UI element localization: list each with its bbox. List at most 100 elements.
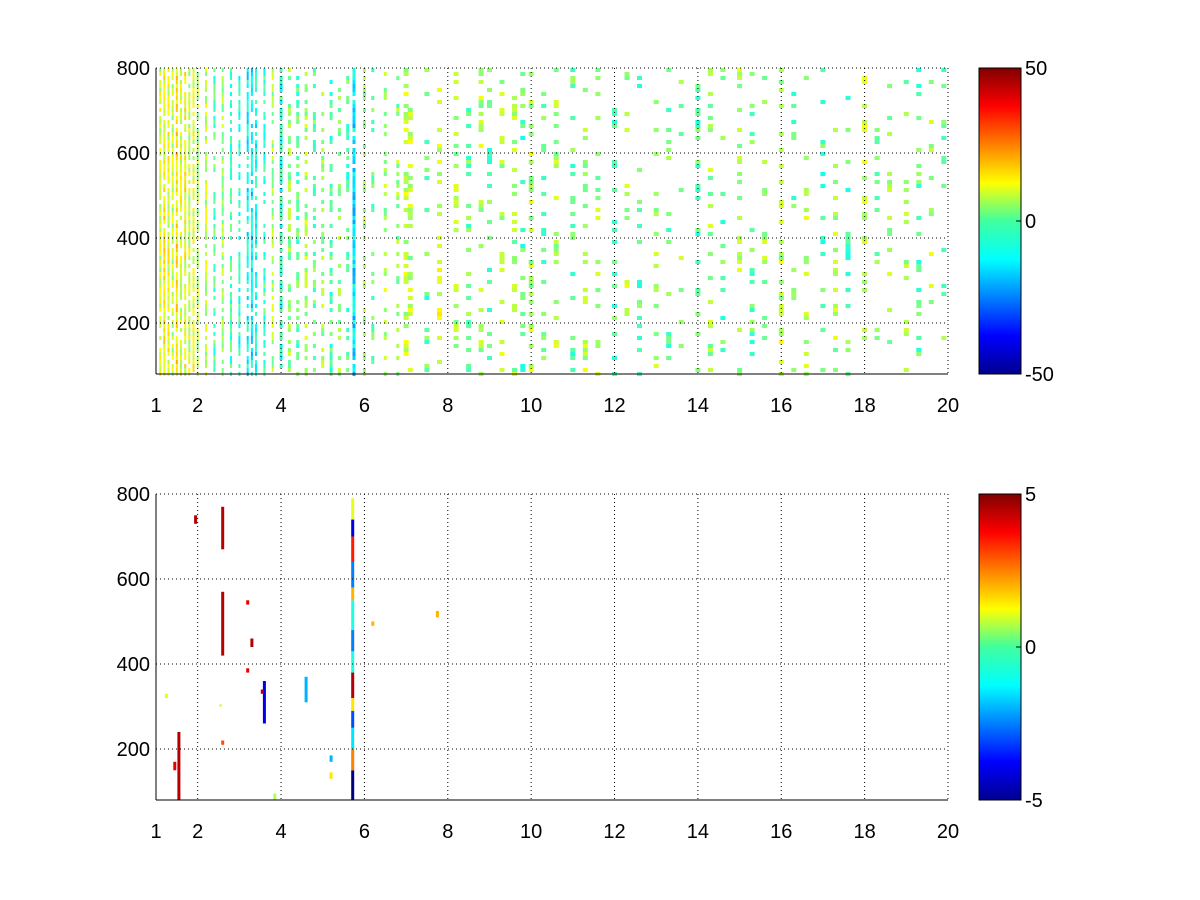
heatmap-cell (312, 300, 316, 304)
heatmap-cell (255, 80, 257, 84)
heatmap-cell (329, 368, 333, 372)
heatmap-cell (246, 248, 249, 252)
heatmap-cell (553, 300, 559, 304)
heatmap-cell (271, 156, 274, 160)
heatmap-cell (238, 116, 241, 120)
heatmap-cell (737, 256, 743, 260)
heatmap-cell (171, 312, 174, 316)
heatmap-cell (184, 220, 187, 224)
heatmap-cell (196, 340, 199, 344)
heatmap-cell (263, 80, 266, 84)
heatmap-cell (666, 344, 672, 348)
heatmap-cell (263, 344, 266, 348)
heatmap-cell (255, 204, 257, 208)
heatmap-cell (271, 176, 274, 180)
heatmap-cell (862, 80, 868, 84)
heatmap-cell (362, 208, 366, 212)
colorbar-tick-labels: 50-5 (1016, 484, 1043, 812)
heatmap-cell (352, 128, 356, 132)
heatmap-cell (230, 260, 232, 264)
heatmap-cell (437, 172, 442, 176)
heatmap-cell (352, 256, 356, 260)
heatmap-cell (624, 192, 630, 196)
heatmap-cell (159, 264, 162, 268)
heatmap-cell (383, 272, 387, 276)
heatmap-cell (512, 212, 517, 216)
heatmap-cell (175, 80, 178, 84)
heatmap-cell (383, 112, 387, 116)
heatmap-cell (271, 260, 274, 264)
heatmap-cell (279, 260, 283, 264)
heatmap-cell (296, 112, 300, 116)
heatmap-cell (188, 140, 191, 144)
heatmap-cell (512, 288, 517, 292)
heatmap-cell (279, 284, 283, 288)
heatmap-cell (296, 116, 300, 120)
heatmap-cell (171, 356, 174, 360)
heatmap-cell (407, 204, 413, 208)
heatmap-cell (175, 156, 178, 160)
heatmap-cell (528, 344, 534, 348)
heatmap-cell (263, 288, 266, 292)
heatmap-cell (246, 344, 249, 348)
heatmap-cell (749, 140, 755, 144)
heatmap-cell (250, 264, 253, 268)
heatmap-cell (184, 264, 187, 268)
heatmap-cell (238, 144, 241, 148)
heatmap-cell (175, 352, 178, 356)
heatmap-cell (346, 368, 350, 372)
heatmap-cell (192, 132, 195, 136)
heatmap-cell (279, 124, 283, 128)
heatmap-cell (175, 360, 178, 364)
heatmap-segment (351, 536, 355, 562)
heatmap-cell (653, 192, 659, 196)
heatmap-cell (184, 188, 187, 192)
heatmap-cell (230, 172, 232, 176)
heatmap-cell (352, 332, 356, 336)
heatmap-cell (255, 108, 257, 112)
heatmap-cell (159, 220, 162, 224)
heatmap-cell (612, 124, 617, 128)
heatmap-cell (263, 72, 266, 76)
heatmap-cell (321, 360, 325, 364)
heatmap-cell (874, 136, 880, 140)
heatmap-cell (553, 160, 559, 164)
heatmap-cell (337, 132, 341, 136)
heatmap-cell (304, 252, 308, 256)
heatmap-cell (612, 284, 617, 288)
heatmap-cell (188, 216, 191, 220)
grid-lines (156, 493, 949, 800)
heatmap-cell (238, 176, 241, 180)
heatmap-cell (352, 160, 356, 164)
heatmap-cell (637, 284, 642, 288)
heatmap-cell (238, 252, 241, 256)
heatmap-cell (666, 292, 672, 296)
heatmap-cell (171, 368, 174, 372)
heatmap-cell (271, 100, 274, 104)
heatmap-cell (221, 192, 224, 196)
heatmap-cell (188, 84, 191, 88)
x-tick-label: 2 (192, 395, 203, 417)
heatmap-cell (238, 296, 241, 300)
heatmap-cell (833, 248, 838, 252)
heatmap-segment (221, 506, 225, 550)
heatmap-cell (213, 284, 216, 288)
heatmap-cell (346, 148, 350, 152)
heatmap-cell (287, 208, 291, 212)
heatmap-cell (407, 112, 413, 116)
heatmap-cell (312, 208, 316, 212)
heatmap-cell (159, 128, 162, 132)
heatmap-cell (362, 332, 366, 336)
heatmap-cell (271, 72, 274, 76)
heatmap-cell (180, 152, 182, 156)
heatmap-cell (184, 256, 187, 260)
heatmap-cell (279, 324, 283, 328)
heatmap-cell (487, 160, 492, 164)
heatmap-cell (833, 260, 838, 264)
heatmap-cell (528, 312, 534, 316)
heatmap-cell (213, 92, 216, 96)
heatmap-cell (238, 288, 241, 292)
heatmap-cell (695, 368, 701, 372)
heatmap-cell (246, 192, 249, 196)
heatmap-cell (175, 116, 178, 120)
